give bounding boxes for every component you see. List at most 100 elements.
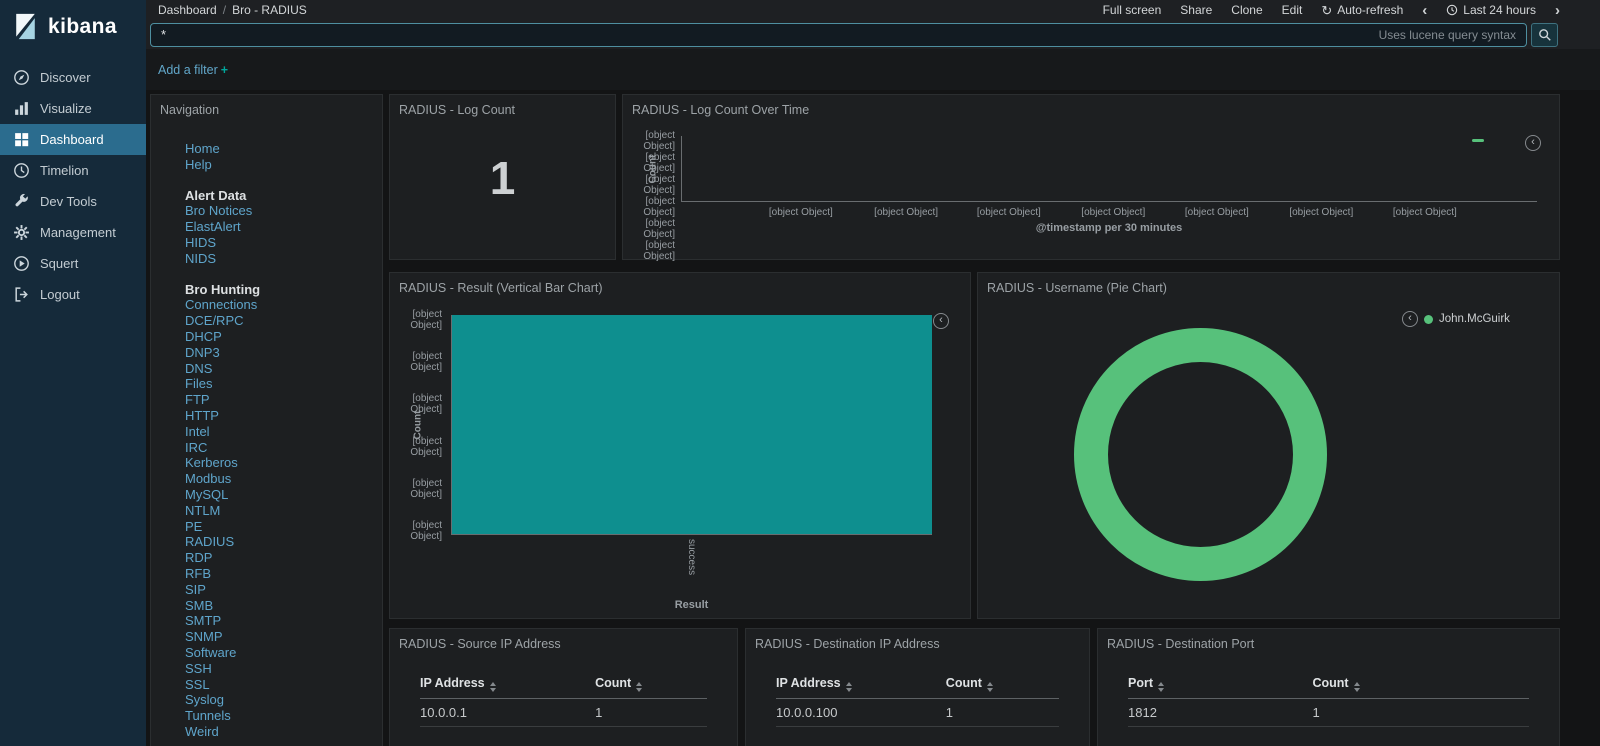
cell-ip: 10.0.0.100 [776, 698, 946, 727]
time-forward-button[interactable]: › [1555, 1, 1560, 19]
sidebar-item-dev-tools[interactable]: Dev Tools [0, 186, 146, 217]
table-row: 10.0.0.1 1 [420, 698, 707, 727]
navigation-item[interactable]: SNMP [185, 629, 223, 645]
sidebar-item-visualize[interactable]: Visualize [0, 93, 146, 124]
legend-toggle-button[interactable]: ‹ [933, 313, 949, 329]
navigation-item[interactable]: MySQL [185, 486, 229, 502]
navigation-item[interactable]: HTTP [185, 407, 219, 423]
source-ip-panel: RADIUS - Source IP Address IP Address Co… [389, 628, 738, 746]
cell-count: 1 [1312, 698, 1529, 727]
navigation-item[interactable]: Intel [185, 423, 210, 439]
sidebar-item-timelion[interactable]: Timelion [0, 155, 146, 186]
time-picker-button[interactable]: Last 24 hours [1446, 3, 1536, 17]
sidebar-item-management[interactable]: Management [0, 217, 146, 248]
bar-success[interactable] [452, 315, 932, 534]
navigation-item[interactable]: SSL [185, 676, 210, 692]
column-header-ip[interactable]: IP Address [420, 673, 596, 699]
y-tick-label: [object Object] [643, 218, 675, 240]
column-header-port[interactable]: Port [1128, 673, 1313, 699]
navigation-item[interactable]: FTP [185, 392, 210, 408]
navigation-item[interactable]: Home [185, 141, 220, 156]
donut-chart[interactable] [1074, 328, 1327, 581]
time-back-button[interactable]: ‹ [1422, 1, 1428, 19]
navigation-item[interactable]: RADIUS [185, 534, 235, 550]
y-tick-label: [object Object] [410, 393, 442, 416]
navigation-item[interactable]: Files [185, 376, 213, 392]
navigation-item[interactable]: IRC [185, 439, 208, 455]
query-value: * [161, 27, 167, 42]
navigation-item[interactable]: DCE/RPC [185, 313, 244, 329]
edit-button[interactable]: Edit [1281, 3, 1303, 17]
column-header-count[interactable]: Count [1312, 673, 1529, 699]
navigation-item[interactable]: DHCP [185, 328, 222, 344]
sort-icon [636, 682, 643, 692]
legend-toggle-button[interactable]: ‹ [1525, 135, 1541, 151]
navigation-item[interactable]: NIDS [185, 250, 217, 266]
navigation-item[interactable]: Weird [185, 723, 219, 739]
chart-legend: ‹ John.McGuirk [1402, 311, 1510, 327]
dev-tools-icon [13, 193, 30, 210]
navigation-item[interactable]: ElastAlert [185, 219, 241, 235]
plot-area [681, 136, 1537, 202]
y-tick-label: [object Object] [410, 477, 442, 500]
source-ip-table: IP Address Count 10.0.0.1 1 [420, 673, 707, 727]
x-tick-label: [object Object] [1081, 207, 1146, 218]
navigation-item[interactable]: DNS [185, 360, 213, 376]
navigation-item[interactable]: SIP [185, 581, 206, 597]
plot-area [451, 315, 932, 535]
search-button[interactable] [1531, 22, 1558, 47]
y-tick-label: [object Object] [410, 351, 442, 374]
panel-title: RADIUS - Source IP Address [399, 637, 561, 651]
kibana-logo[interactable]: kibana [0, 0, 146, 54]
share-button[interactable]: Share [1180, 3, 1213, 17]
clone-button[interactable]: Clone [1231, 3, 1263, 17]
sidebar-item-dashboard[interactable]: Dashboard [0, 124, 146, 155]
sidebar-item-squert[interactable]: Squert [0, 248, 146, 279]
data-point[interactable] [1472, 139, 1484, 142]
breadcrumb-current: Bro - RADIUS [232, 3, 307, 17]
navigation-item[interactable]: Modbus [185, 471, 232, 487]
y-tick-label: [object Object] [643, 152, 675, 174]
navigation-item[interactable]: Syslog [185, 692, 225, 708]
navigation-item[interactable]: Tunnels [185, 708, 231, 724]
query-input[interactable]: * Uses lucene query syntax [150, 22, 1527, 47]
navigation-item[interactable]: SMTP [185, 613, 222, 629]
log-count-panel: RADIUS - Log Count 1 [389, 94, 616, 260]
navigation-item[interactable]: Connections [185, 297, 258, 313]
navigation-item[interactable]: Software [185, 644, 237, 660]
navigation-item[interactable]: Kerberos [185, 455, 238, 471]
visualize-icon [13, 100, 30, 117]
full-screen-button[interactable]: Full screen [1102, 3, 1162, 17]
column-header-count[interactable]: Count [945, 673, 1059, 699]
timelion-icon [13, 162, 30, 179]
add-filter-button[interactable]: Add a filter + [158, 63, 229, 77]
navigation-item[interactable]: Help [185, 156, 212, 172]
navigation-item[interactable]: HIDS [185, 234, 217, 250]
navigation-item[interactable]: SMB [185, 597, 214, 613]
breadcrumb-separator: / [222, 3, 227, 17]
auto-refresh-button[interactable]: ↻ Auto-refresh [1321, 3, 1403, 17]
sidebar-item-label: Timelion [40, 163, 89, 178]
sidebar-item-logout[interactable]: Logout [0, 279, 146, 310]
panel-title: RADIUS - Username (Pie Chart) [987, 281, 1167, 295]
sidebar-item-discover[interactable]: Discover [0, 62, 146, 93]
sort-icon [845, 682, 852, 692]
column-header-count[interactable]: Count [595, 673, 707, 699]
navigation-item[interactable]: SSH [185, 660, 212, 676]
x-axis-label: @timestamp per 30 minutes [1035, 222, 1183, 234]
column-header-ip[interactable]: IP Address [776, 673, 946, 699]
navigation-item[interactable]: RFB [185, 565, 211, 581]
cell-ip: 10.0.0.1 [420, 698, 596, 727]
breadcrumb-root[interactable]: Dashboard [158, 3, 217, 17]
navigation-item[interactable]: DNP3 [185, 344, 220, 360]
table-row: 10.0.0.100 1 [776, 698, 1059, 727]
navigation-item[interactable]: NTLM [185, 502, 221, 518]
clock-icon [1446, 4, 1458, 16]
navigation-item[interactable]: Bro Notices [185, 203, 253, 219]
refresh-icon: ↻ [1321, 2, 1333, 18]
legend-toggle-button[interactable]: ‹ [1402, 311, 1418, 327]
navigation-item[interactable]: PE [185, 518, 203, 534]
legend-label[interactable]: John.McGuirk [1439, 313, 1510, 325]
time-range-label: Last 24 hours [1463, 3, 1536, 17]
navigation-item[interactable]: RDP [185, 550, 213, 566]
